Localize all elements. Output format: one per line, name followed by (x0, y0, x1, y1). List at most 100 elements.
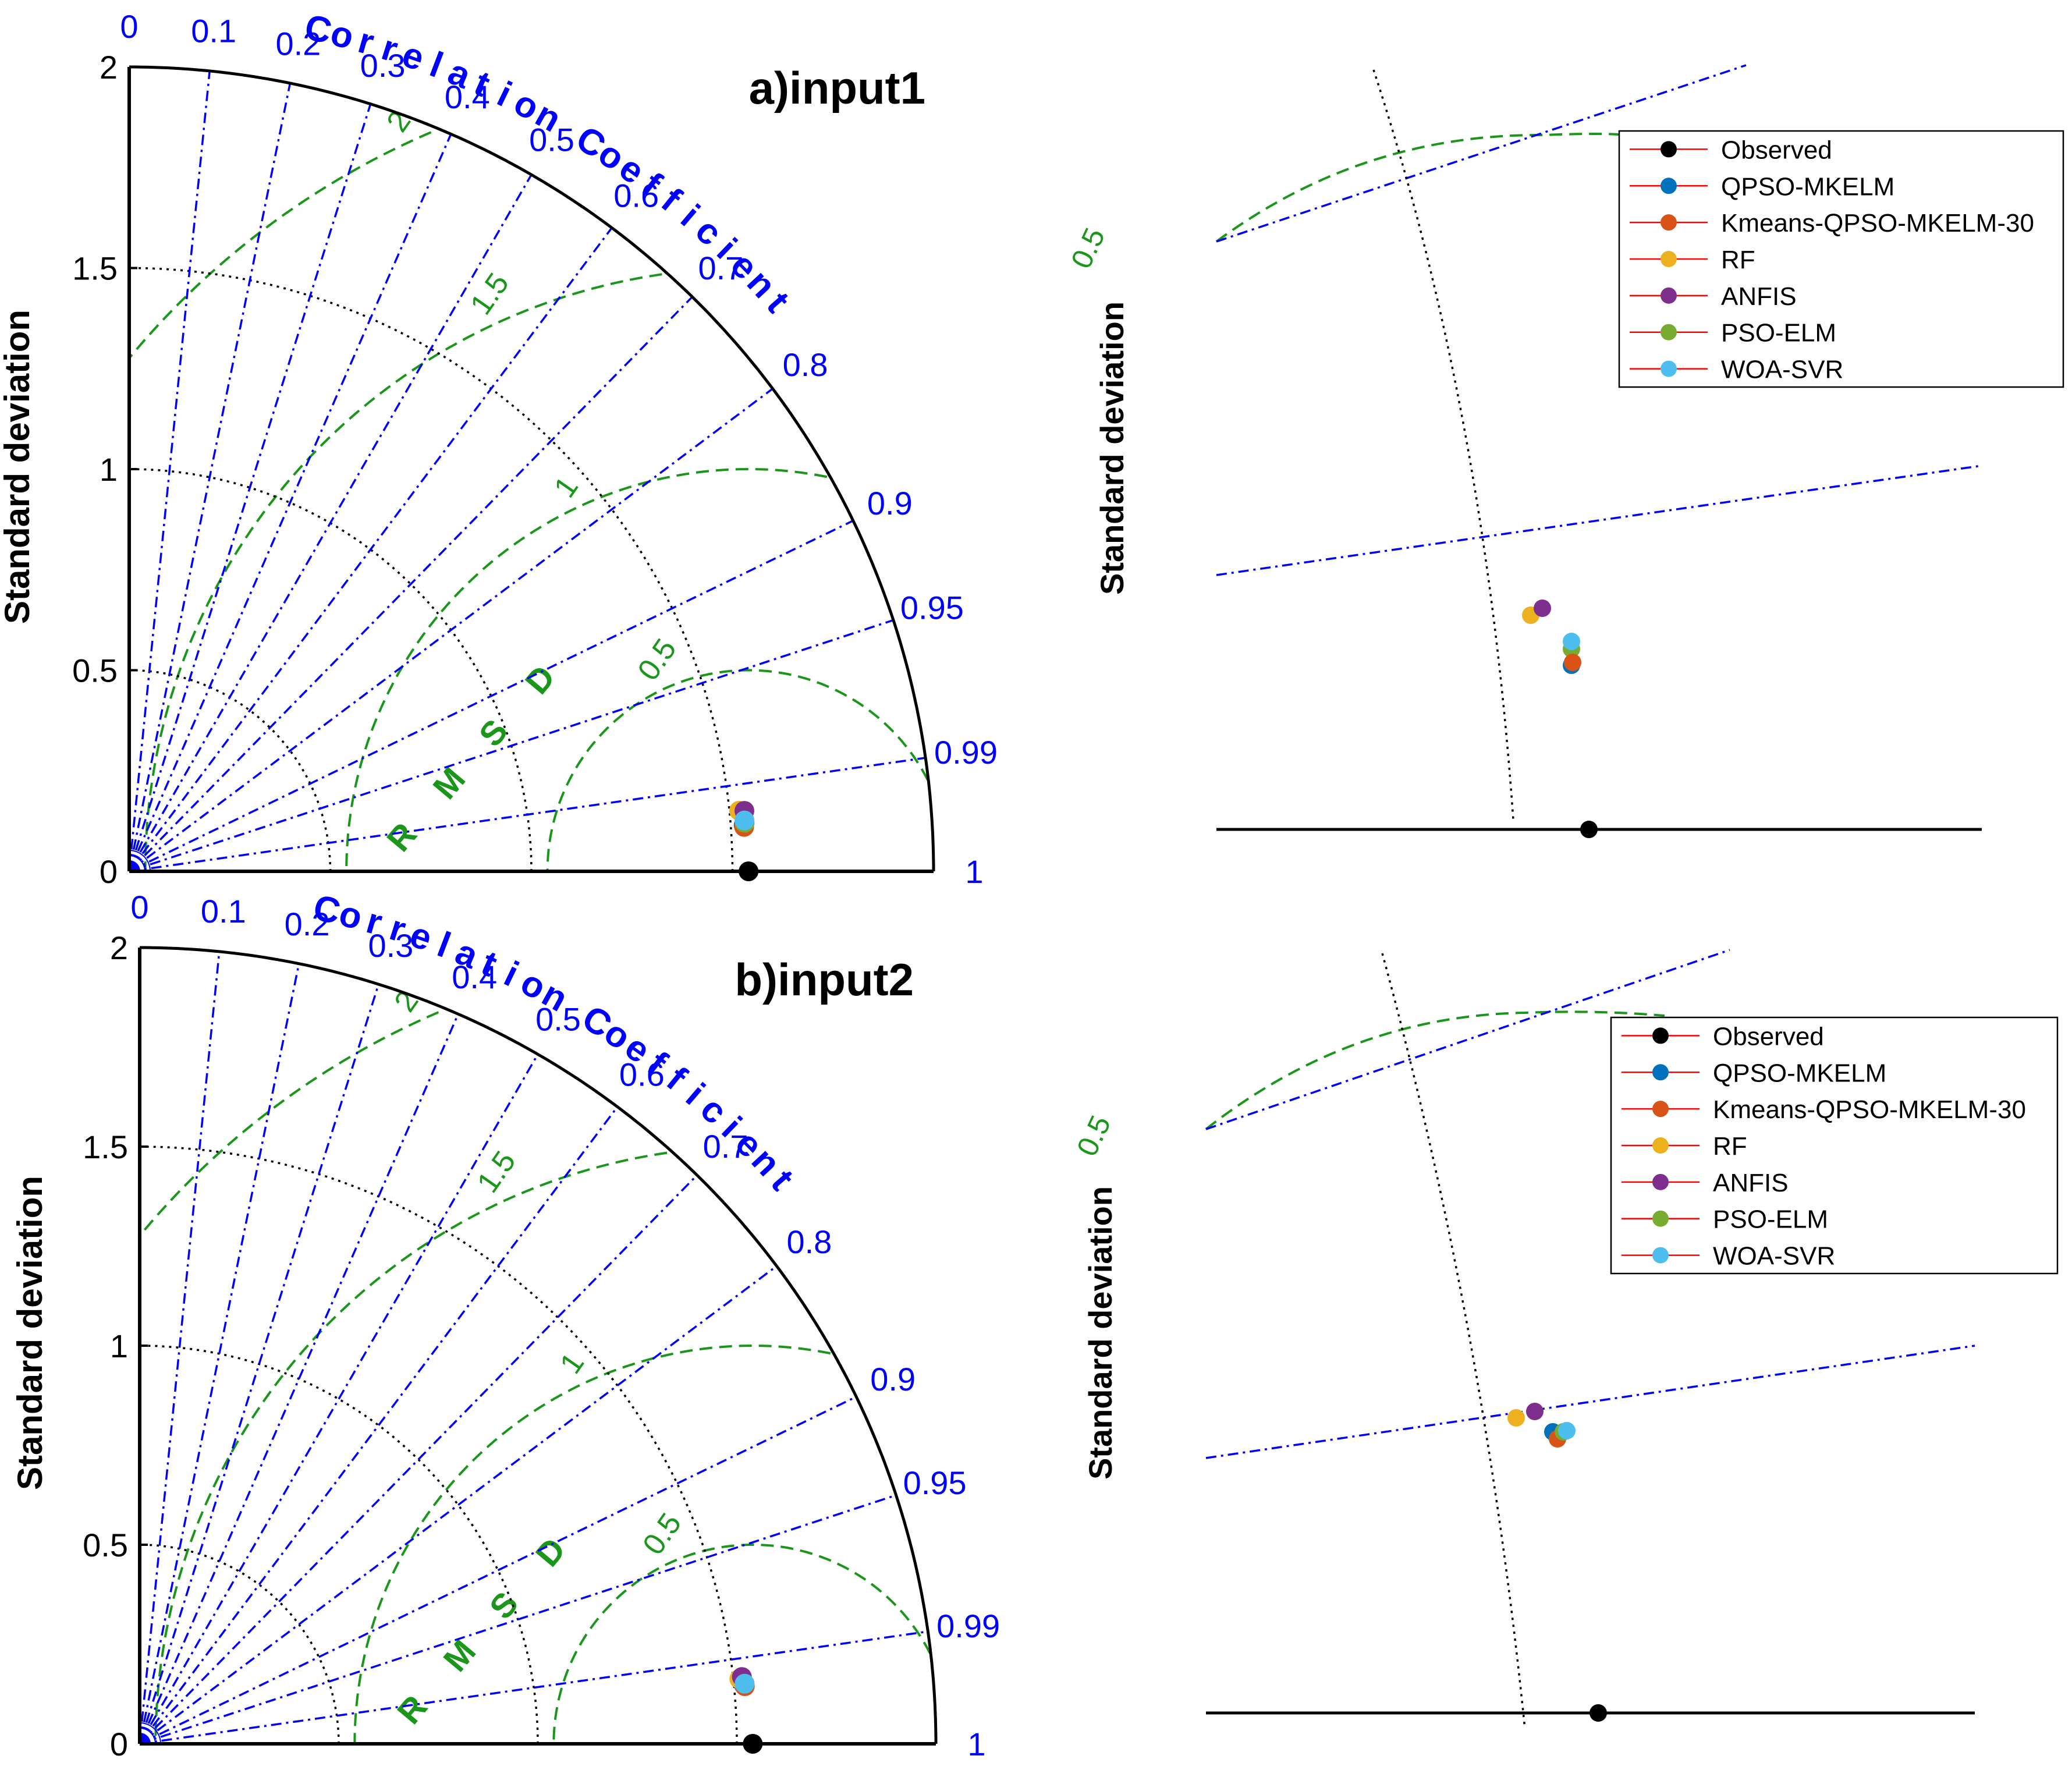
std-arc (139, 1145, 738, 1744)
rmsd-arc (345, 467, 828, 872)
legend-label: Kmeans-QPSO-MKELM-30 (1713, 1095, 2026, 1124)
std-tick-label: 0.5 (72, 652, 118, 689)
correlation-tick-label: 0.2 (275, 25, 321, 62)
correlation-tick-label: 0.8 (786, 1223, 832, 1260)
rmsd-tick-label: 0.5 (631, 633, 683, 686)
correlation-ray (139, 1265, 778, 1745)
correlation-tick-label: 0.1 (201, 893, 246, 930)
rmsd-axis-letter: M (436, 1633, 483, 1679)
correlation-tick-label: 0.8 (783, 346, 828, 383)
rmsd-tick-label: 0.5 (1065, 223, 1111, 274)
correlation-ray (128, 133, 452, 872)
rmsd-arc (1205, 1010, 1665, 1130)
observed-point (1590, 1704, 1607, 1722)
y-axis-label: Standard deviation (1094, 301, 1130, 595)
std-tick-label: 1 (110, 1328, 128, 1364)
correlation-tick-label: 0.95 (903, 1464, 967, 1501)
rmsd-arc (546, 669, 929, 872)
std-arc (140, 1544, 340, 1744)
correlation-tick-label: 0.3 (360, 47, 406, 84)
rmsd-arc (552, 1544, 931, 1744)
legend-label: RF (1713, 1132, 1747, 1161)
correlation-ray (128, 227, 613, 872)
rmsd-axis-letter: M (425, 760, 473, 806)
correlation-ray (1216, 64, 1747, 243)
outer-arc (129, 65, 935, 871)
correlation-tick-label: 0.6 (619, 1056, 665, 1093)
legend-label: ANFIS (1721, 282, 1797, 311)
legend-label: ANFIS (1713, 1169, 1789, 1197)
y-axis-label: Standard deviation (10, 1176, 49, 1490)
correlation-ray (128, 83, 292, 872)
legend-label: WOA-SVR (1713, 1242, 1835, 1271)
rmsd-tick-label: 1 (548, 471, 585, 504)
observed-point (739, 861, 759, 881)
model-point (735, 1673, 755, 1694)
origin-arc (139, 1728, 156, 1744)
legend-marker (1661, 178, 1677, 194)
correlation-tick-label: 0.4 (452, 959, 497, 995)
legend-marker (1652, 1173, 1669, 1190)
correlation-ray (129, 757, 926, 872)
correlation-tick-label: 0 (130, 889, 148, 925)
correlation-ray (128, 104, 372, 872)
std-tick-label: 0.5 (83, 1527, 128, 1563)
correlation-ray (139, 1013, 459, 1744)
model-point (1558, 1422, 1576, 1439)
legend-label: Observed (1713, 1022, 1824, 1051)
correlation-tick-label: 0.3 (368, 927, 413, 964)
std-arc (1381, 953, 1526, 1729)
std-tick-label: 1.5 (72, 250, 118, 287)
legend-marker (1652, 1210, 1669, 1227)
legend-label: WOA-SVR (1721, 356, 1843, 384)
y-axis-label: Standard deviation (1082, 1186, 1119, 1480)
correlation-ray (139, 984, 380, 1744)
origin-arc (129, 860, 140, 872)
correlation-ray (128, 70, 211, 872)
correlation-tick-label: 0.7 (698, 250, 743, 286)
legend-label: QPSO-MKELM (1713, 1059, 1886, 1087)
correlation-tick-label: 0.1 (191, 12, 236, 49)
rmsd-tick-label: 1.5 (471, 1145, 523, 1198)
correlation-ray (128, 388, 774, 872)
observed-point (1580, 821, 1598, 838)
correlation-tick-label: 0.4 (445, 79, 490, 115)
legend-label: RF (1721, 246, 1755, 274)
model-point (735, 810, 755, 831)
correlation-tick-label: 0.6 (613, 177, 659, 214)
std-arc (129, 669, 332, 871)
std-tick-label: 2 (110, 930, 128, 966)
correlation-ray (129, 619, 894, 872)
correlation-tick-label: 0.7 (703, 1128, 748, 1165)
model-point (1534, 600, 1551, 617)
legend-marker (1661, 141, 1677, 158)
correlation-tick-label: 0.9 (867, 485, 913, 522)
outer-arc (140, 946, 938, 1744)
legend-marker (1652, 1247, 1669, 1264)
std-arc (1372, 69, 1514, 820)
rmsd-arc (144, 273, 662, 872)
origin-arc (129, 855, 146, 872)
std-arc (139, 1345, 539, 1744)
legend-marker (1661, 251, 1677, 267)
correlation-ray (129, 520, 854, 872)
correlation-tick-label: 0 (120, 8, 138, 45)
correlation-ray (139, 1054, 539, 1744)
std-tick-label: 0 (100, 853, 118, 890)
correlation-ray (139, 1630, 928, 1745)
legend-marker (1661, 360, 1677, 377)
std-tick-label: 1 (100, 451, 118, 488)
correlation-tick-label: 0.5 (535, 1001, 581, 1038)
rmsd-tick-label: 1 (554, 1347, 591, 1380)
rmsd-arc (140, 1011, 439, 1236)
correlation-tick-label: 0.99 (936, 1608, 1000, 1644)
std-tick-label: 2 (100, 49, 118, 86)
rmsd-arc (154, 1151, 668, 1744)
correlation-tick-label: 0.5 (529, 122, 574, 158)
correlation-ray (128, 296, 693, 872)
model-point (1526, 1403, 1544, 1420)
correlation-ray (139, 1494, 897, 1745)
